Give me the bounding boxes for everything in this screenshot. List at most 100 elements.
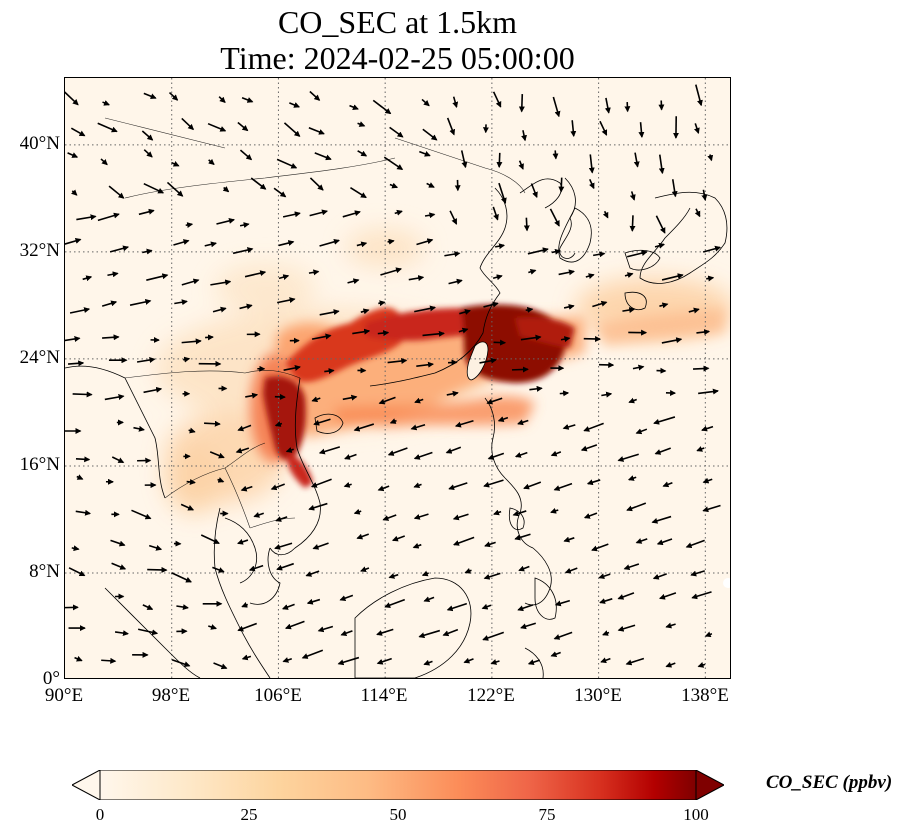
wind-arrow — [520, 334, 542, 341]
wind-arrow — [493, 509, 502, 516]
wind-arrow — [382, 514, 397, 521]
wind-arrow — [453, 536, 475, 546]
wind-arrow — [278, 240, 295, 247]
wind-arrow — [655, 215, 666, 234]
wind-arrow — [74, 655, 83, 662]
wind-arrow — [635, 428, 648, 435]
wind-arrow — [240, 485, 253, 492]
wind-arrow — [459, 309, 471, 315]
wind-arrow — [629, 215, 636, 232]
wind-arrow — [449, 210, 458, 225]
wind-arrow — [276, 158, 298, 169]
wind-arrow — [350, 186, 367, 199]
wind-arrow — [586, 479, 601, 486]
wind-arrow — [483, 479, 504, 488]
wind-arrow — [422, 128, 438, 141]
wind-arrow — [654, 242, 665, 249]
wind-arrow — [408, 275, 425, 282]
wind-arrow — [353, 508, 362, 515]
wind-arrow — [627, 475, 637, 481]
wind-arrow — [551, 248, 562, 255]
wind-arrow — [356, 533, 370, 540]
wind-arrow — [591, 543, 609, 552]
wind-arrow — [306, 598, 321, 605]
wind-arrow — [278, 274, 290, 280]
wind-arrow — [353, 423, 375, 432]
wind-arrow — [69, 307, 91, 314]
wind-arrow — [448, 278, 463, 285]
wind-arrow — [558, 269, 575, 276]
wind-arrow — [701, 189, 708, 201]
wind-arrow — [357, 150, 368, 157]
wind-arrow — [550, 450, 562, 457]
wind-arrow — [658, 154, 665, 175]
wind-arrow — [352, 328, 371, 335]
wind-arrow — [222, 186, 230, 193]
wind-arrow — [446, 390, 459, 397]
wind-arrow — [372, 99, 392, 115]
wind-arrow — [696, 446, 705, 452]
wind-arrow — [171, 161, 180, 167]
wind-arrow — [313, 418, 331, 426]
lon-tick-130e: 130°E — [574, 685, 622, 706]
wind-arrow — [517, 419, 529, 426]
wind-arrow — [625, 657, 645, 666]
wind-arrow — [492, 274, 503, 281]
wind-arrow — [442, 628, 459, 637]
wind-arrow — [283, 122, 301, 137]
lon-tick-90e: 90°E — [44, 685, 84, 706]
wind-arrow — [212, 306, 227, 313]
colorbar-tick-75: 75 — [538, 805, 556, 824]
wind-arrow — [527, 659, 541, 666]
wind-arrow — [253, 512, 264, 518]
co-concentration-field — [155, 228, 730, 513]
wind-arrow — [419, 150, 431, 157]
wind-arrow — [65, 336, 81, 342]
wind-arrow — [492, 91, 502, 108]
wind-arrow — [626, 502, 647, 512]
lat-tick-0: 0° — [42, 668, 60, 689]
wind-arrow — [445, 446, 462, 454]
wind-arrow — [659, 592, 677, 600]
wind-arrow — [413, 482, 422, 489]
wind-arrow — [282, 657, 293, 663]
wind-arrow — [204, 241, 217, 248]
wind-arrow — [446, 602, 468, 612]
wind-arrow — [549, 208, 560, 227]
colorbar-tick-0: 0 — [95, 805, 105, 824]
wind-arrow — [340, 630, 353, 636]
wind-arrow — [171, 659, 191, 668]
wind-arrow — [208, 624, 217, 630]
wind-arrow — [181, 278, 200, 286]
wind-arrow — [550, 507, 559, 514]
wind-arrow — [604, 97, 611, 114]
wind-arrow — [423, 596, 435, 603]
lat-tick-8n: 8°N — [29, 561, 60, 582]
wind-arrow — [554, 599, 571, 607]
wind-arrow — [314, 152, 332, 161]
wind-arrow — [133, 425, 145, 432]
wind-arrow — [448, 482, 468, 491]
wind-arrow — [110, 539, 126, 547]
wind-arrow — [312, 542, 329, 550]
wind-arrow — [695, 84, 703, 107]
wind-arrow — [517, 604, 534, 612]
wind-arrow — [349, 104, 359, 110]
wind-arrow — [580, 444, 598, 452]
wind-arrow — [143, 386, 163, 394]
colorbar-min-extend — [72, 770, 101, 800]
wind-arrow — [617, 624, 636, 632]
wind-arrow — [652, 573, 667, 580]
wind-arrow — [454, 419, 474, 428]
wind-arrow — [418, 629, 441, 639]
wind-arrow — [216, 217, 235, 225]
wind-arrow — [389, 182, 399, 189]
wind-arrow — [628, 397, 637, 404]
wind-arrow — [383, 156, 404, 171]
wind-arrow — [560, 336, 571, 343]
wind-arrow — [324, 368, 335, 375]
wind-arrow — [67, 152, 79, 158]
wind-arrow — [553, 631, 573, 640]
wind-arrow — [563, 303, 575, 310]
wind-arrow — [319, 309, 340, 316]
